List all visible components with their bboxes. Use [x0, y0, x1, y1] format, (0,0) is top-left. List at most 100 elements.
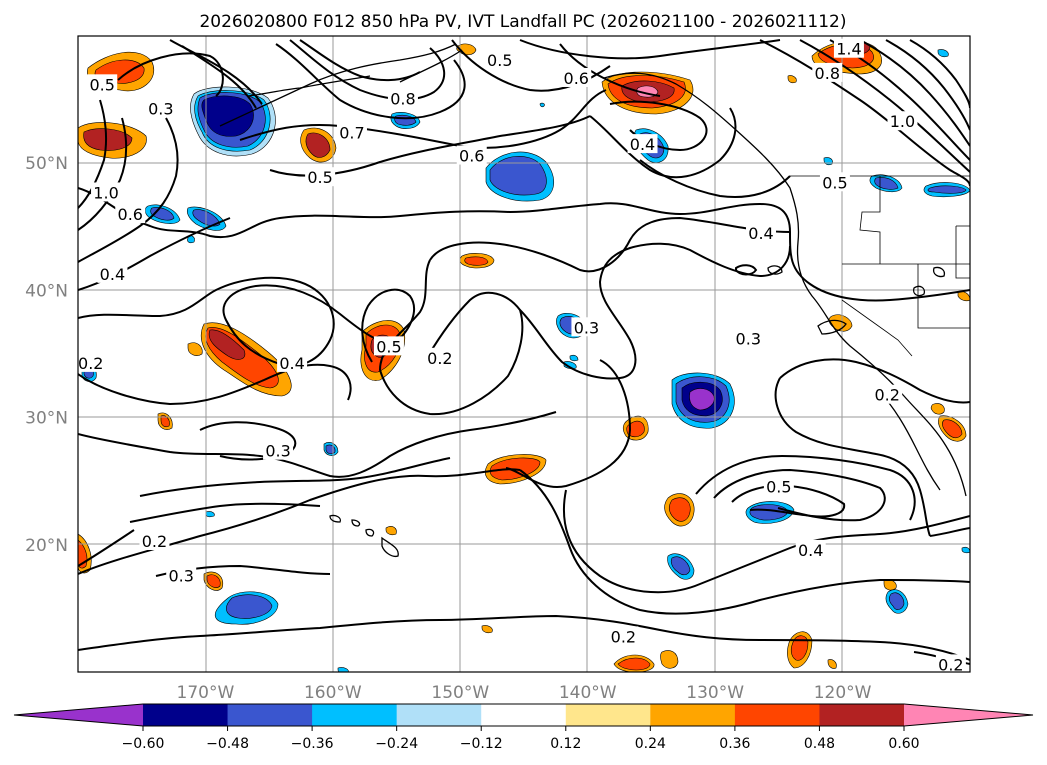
pv-negative-blob: [874, 177, 899, 190]
contour-label-background: [91, 182, 122, 202]
pv-positive-blob: [930, 403, 945, 415]
latitude-tick-labels: 20°N 30°N 40°N 50°N: [25, 154, 68, 556]
contour-label-background: [87, 74, 118, 94]
pv-positive-blob: [187, 342, 203, 356]
contour-label: 0.4: [279, 354, 304, 373]
pv-positive-blob: [385, 526, 397, 536]
contour-label: 0.3: [574, 318, 599, 337]
contour-label: 0.5: [376, 337, 401, 356]
pv-positive-blob: [208, 329, 246, 360]
colorbar-segment: [312, 704, 398, 726]
contour-label: 0.2: [938, 655, 963, 674]
colorbar-tick-label: −0.36: [291, 736, 334, 752]
contour-label-background: [872, 384, 903, 404]
colorbar-extend-high: [904, 704, 1033, 726]
contour-label-background: [887, 111, 918, 131]
map-panel: 0.50.60.70.80.30.51.00.60.60.40.5 0.50.81…: [78, 36, 970, 674]
contour-label-background: [571, 317, 602, 337]
longitude-tick-label: 170°W: [177, 683, 235, 703]
contour-label: 0.4: [100, 265, 125, 284]
contour-label: 0.5: [89, 75, 114, 94]
colorbar-segment: [819, 704, 905, 726]
contour-label: 0.6: [118, 205, 143, 224]
contour-label-background: [795, 539, 826, 559]
pv-negative-blob: [937, 49, 949, 58]
contour-label-background: [627, 134, 658, 154]
contour-label-background: [277, 352, 308, 372]
contour-label-background: [139, 530, 170, 550]
contour-label: 1.4: [836, 40, 861, 59]
pv-positive-blob: [206, 574, 221, 588]
contour-label-background: [484, 50, 515, 70]
contour-label-background: [746, 223, 777, 243]
pv-positive-blob: [668, 497, 691, 522]
contour-label: 0.2: [611, 627, 636, 646]
colorbar-tick-label: 0.48: [804, 736, 835, 752]
longitude-tick-label: 160°W: [304, 683, 362, 703]
contour-label-background: [387, 88, 418, 108]
contour-label-background: [812, 62, 843, 82]
longitude-tick-labels: 170°W 160°W 150°W 140°W 130°W 120°W: [177, 683, 872, 703]
contour-label-background: [833, 38, 864, 58]
pv-negative-blob: [670, 556, 691, 576]
pv-negative-blob: [337, 667, 349, 672]
contour-label: 0.5: [487, 51, 512, 70]
latitude-tick-label: 40°N: [25, 281, 68, 301]
chart-title: 2026020800 F012 850 hPa PV, IVT Landfall…: [199, 12, 846, 32]
colorbar-segment: [650, 704, 736, 726]
pv-negative-blob: [888, 592, 905, 610]
pv-positive-blob: [481, 625, 493, 634]
contour-label-background: [935, 654, 966, 672]
pv-negative-blob: [539, 102, 545, 108]
contour-label: 0.2: [874, 386, 899, 405]
contour-label-background: [373, 336, 404, 356]
colorbar-tick-label: 0.36: [719, 736, 750, 752]
pv-positive-blob: [305, 132, 331, 158]
contour-label-background: [561, 67, 592, 87]
contour-label: 0.8: [390, 89, 415, 108]
contour-label-background: [305, 167, 336, 187]
contour-label: 0.7: [339, 124, 364, 143]
colorbar-extend-low: [14, 704, 143, 726]
contour-label: 0.5: [307, 168, 332, 187]
pv-positive-blob: [160, 415, 170, 428]
pv-positive-blob: [626, 420, 645, 438]
contour-label: 0.2: [142, 532, 167, 551]
map-frame: [77, 35, 971, 673]
pv-negative-blob: [569, 354, 579, 362]
contour-label-background: [78, 352, 106, 372]
latitude-tick-label: 20°N: [25, 536, 68, 556]
colorbar-segment: [143, 704, 229, 726]
contour-label-background: [336, 122, 367, 142]
coastlines: [219, 43, 967, 558]
pv-positive-blob: [660, 650, 679, 669]
contour-label-background: [819, 172, 850, 192]
pv-negative-blob: [927, 185, 967, 194]
contour-label: 0.4: [748, 224, 773, 243]
colorbar-segment: [734, 704, 820, 726]
contour-label: 0.2: [427, 349, 452, 368]
pv-negative-blob: [563, 361, 577, 370]
contour-label: 0.3: [168, 566, 193, 585]
pv-positive-blob: [827, 659, 837, 669]
colorbar-segment: [565, 704, 651, 726]
contour-label-background: [456, 145, 487, 165]
colorbar: −0.60 −0.48 −0.36 −0.24 −0.12 0.12 0.24 0.36 0.4…: [13, 703, 1034, 752]
pv-negative-blob: [201, 95, 254, 137]
contour-label: 0.3: [265, 442, 290, 461]
contour-label-background: [263, 440, 294, 460]
contour-label-background: [763, 476, 794, 496]
pv-positive-blob: [942, 419, 963, 439]
latitude-tick-label: 30°N: [25, 409, 68, 429]
contour-label: 1.0: [890, 112, 915, 131]
contour-label: 0.4: [630, 135, 655, 154]
contour-label-background: [166, 565, 197, 585]
pv-positive-blob: [790, 635, 809, 661]
pv-negative-blob: [823, 157, 833, 166]
pv-contours: [78, 39, 970, 665]
contour-label: 0.4: [798, 541, 823, 560]
contour-labels: 0.50.60.70.80.30.51.00.60.60.40.5 0.50.81…: [78, 38, 966, 674]
colorbar-segment: [481, 704, 567, 726]
contour-label-background: [608, 626, 639, 646]
